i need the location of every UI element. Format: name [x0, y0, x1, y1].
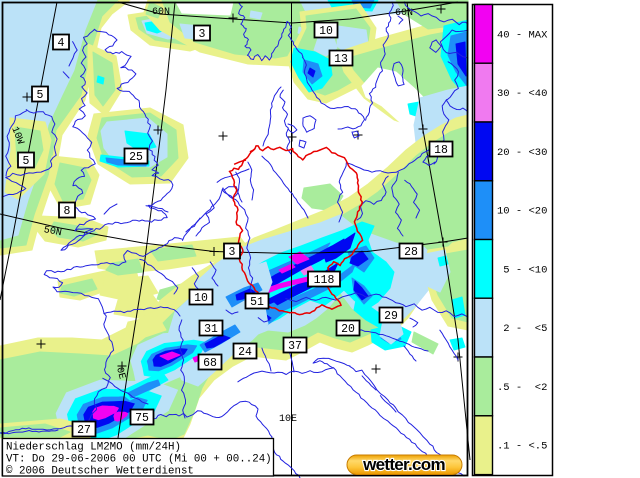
- svg-text:.5 - <2: .5 - <2: [497, 382, 547, 394]
- svg-text:wetter.com: wetter.com: [362, 455, 445, 474]
- svg-text:30 - <40: 30 - <40: [497, 88, 547, 100]
- svg-text:10: 10: [194, 292, 208, 305]
- svg-text:5: 5: [23, 155, 30, 168]
- svg-text:3: 3: [199, 28, 206, 41]
- svg-text:5 - <10: 5 - <10: [497, 264, 547, 276]
- svg-text:31: 31: [204, 323, 218, 336]
- svg-text:40 - MAX: 40 - MAX: [497, 29, 548, 41]
- svg-text:60N: 60N: [152, 7, 170, 18]
- svg-text:50N: 50N: [43, 225, 63, 239]
- svg-text:60N: 60N: [395, 8, 413, 19]
- svg-text:4: 4: [58, 37, 65, 50]
- svg-text:10 - <20: 10 - <20: [497, 206, 547, 218]
- svg-text:20: 20: [341, 323, 355, 336]
- svg-text:wetter.com: wetter.com: [362, 455, 445, 474]
- svg-text:20 - <30: 20 - <30: [497, 147, 547, 159]
- svg-text:Niederschlag LM2MO (mm/24H): Niederschlag LM2MO (mm/24H): [6, 442, 181, 454]
- svg-text:37: 37: [288, 340, 302, 353]
- svg-text:28: 28: [404, 246, 418, 259]
- svg-text:75: 75: [135, 412, 149, 425]
- svg-text:0E: 0E: [113, 366, 127, 380]
- svg-text:13: 13: [334, 53, 348, 66]
- svg-text:.1 - <.5: .1 - <.5: [497, 441, 547, 453]
- svg-text:25: 25: [129, 151, 143, 164]
- svg-text:3: 3: [229, 246, 236, 259]
- svg-text:5: 5: [37, 89, 44, 102]
- svg-text:118: 118: [314, 274, 335, 287]
- svg-text:51: 51: [250, 296, 264, 309]
- svg-text:10: 10: [319, 25, 333, 38]
- svg-text:© 2006 Deutscher Wetterdienst: © 2006 Deutscher Wetterdienst: [6, 466, 194, 478]
- svg-text:2 - <5: 2 - <5: [497, 323, 547, 335]
- svg-text:27: 27: [77, 424, 91, 437]
- svg-text:VT: Do 29-06-2006 00 UTC (Mi 0: VT: Do 29-06-2006 00 UTC (Mi 00 + 00..24…: [6, 454, 272, 466]
- svg-text:8: 8: [64, 205, 71, 218]
- svg-text:10E: 10E: [279, 414, 297, 425]
- svg-text:24: 24: [238, 346, 252, 359]
- svg-text:18: 18: [434, 144, 448, 157]
- svg-text:68: 68: [203, 357, 217, 370]
- svg-text:29: 29: [384, 310, 398, 323]
